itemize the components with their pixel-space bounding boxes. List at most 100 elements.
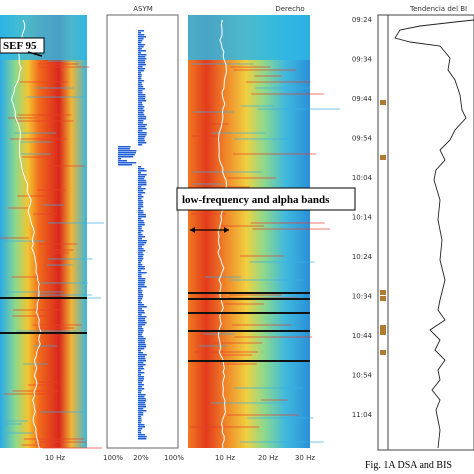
asym-bar <box>138 348 145 350</box>
time-label: 10:44 <box>352 332 373 340</box>
asym-bar <box>138 280 146 282</box>
streak <box>230 66 271 68</box>
asym-bar <box>138 386 143 388</box>
event-line <box>0 297 87 299</box>
asym-bar <box>138 422 142 424</box>
asym-bar <box>138 304 145 306</box>
streak <box>35 294 93 296</box>
streak <box>35 87 74 89</box>
asym-bar <box>138 310 145 312</box>
streak <box>213 186 250 188</box>
asym-bar <box>138 396 145 398</box>
asym-bar <box>138 80 145 82</box>
asym-bar <box>138 288 142 290</box>
asym-bar <box>138 258 144 260</box>
asym-bar <box>138 326 142 328</box>
streak <box>229 294 282 296</box>
marker <box>380 290 386 295</box>
asym-bar <box>138 36 146 38</box>
asym-bar <box>138 384 144 386</box>
event-line <box>188 312 310 314</box>
asym-bar <box>138 278 146 280</box>
asym-bar <box>138 220 144 222</box>
streak <box>35 441 87 443</box>
streak <box>38 63 79 65</box>
asym-bar <box>138 56 146 58</box>
asym-bar <box>138 58 147 60</box>
asym-bar <box>118 148 130 150</box>
trend-frame <box>377 14 474 451</box>
event-line <box>188 292 310 294</box>
streak <box>39 411 84 413</box>
asym-bar <box>138 190 144 192</box>
streak <box>220 363 257 365</box>
trend-panel <box>377 14 474 451</box>
asym-bar <box>138 94 146 96</box>
asym-bar <box>138 34 145 36</box>
streak <box>192 135 220 137</box>
asym-bar <box>138 168 145 170</box>
asym-bar <box>138 244 145 246</box>
streak <box>254 75 282 77</box>
asym-bar <box>138 90 143 92</box>
asym-bar <box>138 108 144 110</box>
asym-bar <box>138 182 147 184</box>
asym-bar <box>138 52 142 54</box>
streak <box>47 165 85 167</box>
asym-bar <box>138 264 143 266</box>
streak <box>190 213 226 215</box>
asym-bar <box>138 274 142 276</box>
panel-title: ASYM <box>133 5 153 13</box>
streak <box>33 213 57 215</box>
asym-bar <box>138 232 142 234</box>
asym-bar <box>138 206 144 208</box>
asym-bar <box>118 156 134 158</box>
streak <box>210 402 288 404</box>
asym-bar <box>138 64 147 66</box>
streak <box>10 138 68 140</box>
streak <box>6 432 34 434</box>
asym-bar <box>138 294 144 296</box>
asym-bar <box>138 296 143 298</box>
asym-bar <box>138 320 146 322</box>
asym-bar <box>138 70 144 72</box>
asym-bar <box>138 344 146 346</box>
arrow <box>27 51 43 57</box>
streak <box>221 225 265 227</box>
asym-bar <box>138 68 146 70</box>
asym-bar <box>138 392 142 394</box>
asym-bar <box>138 332 143 334</box>
marker <box>380 325 386 330</box>
streak <box>36 189 66 191</box>
asym-bar <box>138 262 142 264</box>
left-spectrogram <box>0 15 105 449</box>
streak <box>19 81 68 83</box>
asym-bar <box>138 202 144 204</box>
streak <box>19 141 52 143</box>
streak <box>190 426 260 428</box>
asym-bar <box>138 230 144 232</box>
asym-bar <box>138 416 142 418</box>
asym-bar <box>138 30 145 32</box>
asym-bar <box>138 406 147 408</box>
asym-bar <box>138 188 146 190</box>
asym-bar <box>138 400 147 402</box>
asym-bar <box>138 364 146 366</box>
asym-bar <box>138 354 147 356</box>
asym-bar <box>138 250 146 252</box>
asym-bar <box>138 208 142 210</box>
asym-bar <box>138 128 147 130</box>
streak <box>0 240 45 242</box>
asym-bar <box>138 196 144 198</box>
streak <box>47 258 93 260</box>
asym-bar <box>138 256 143 258</box>
spectrogram-top <box>188 15 310 60</box>
event-line <box>0 332 87 334</box>
marker <box>380 350 386 355</box>
asym-bar <box>138 42 142 44</box>
streak <box>0 237 29 239</box>
streak <box>260 399 288 401</box>
asym-bar <box>138 88 145 90</box>
marker <box>380 296 386 301</box>
asym-bar <box>138 312 145 314</box>
